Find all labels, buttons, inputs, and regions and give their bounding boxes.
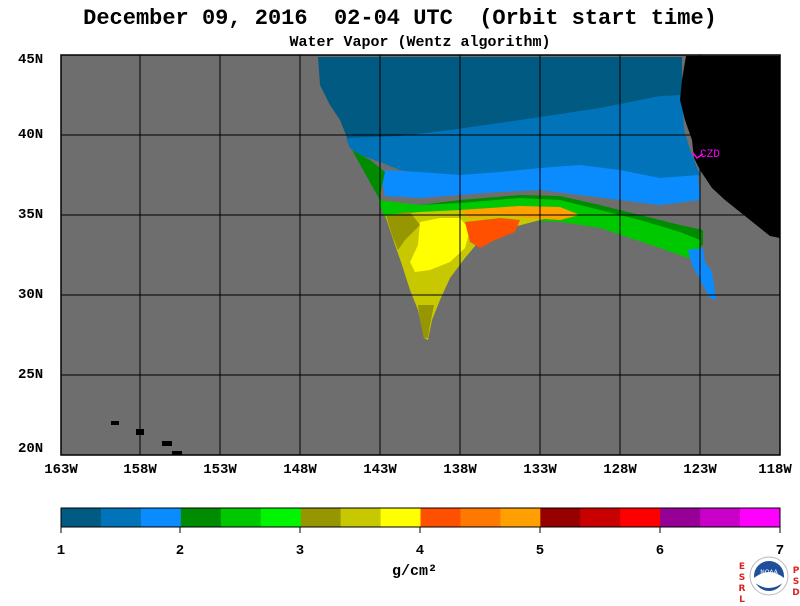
colorbar-swatch bbox=[700, 508, 741, 527]
swath-vapor-level-6-tail bbox=[418, 305, 434, 338]
colorbar-swatch bbox=[380, 508, 421, 527]
lon-label-128w: 128W bbox=[603, 462, 637, 478]
colorbar-swatch bbox=[340, 508, 382, 527]
colorbar-swatch bbox=[660, 508, 701, 527]
colorbar-swatch bbox=[220, 508, 262, 527]
colorbar-swatch bbox=[100, 508, 142, 527]
swath-vapor-level-8 bbox=[410, 218, 470, 272]
logo-letter: S bbox=[792, 577, 800, 587]
lon-label-123w: 123W bbox=[683, 462, 717, 478]
graticule bbox=[61, 55, 780, 455]
logo-right-letters: P S D bbox=[792, 566, 800, 599]
map-frame bbox=[60, 54, 781, 456]
colorbar-swatch bbox=[740, 508, 781, 527]
colorbar-ticks bbox=[60, 527, 781, 533]
swath-vapor-level-10 bbox=[460, 206, 580, 220]
logo-letter: D bbox=[792, 588, 800, 598]
lat-label-45n: 45N bbox=[18, 52, 44, 68]
lon-label-133w: 133W bbox=[523, 462, 557, 478]
colorbar-swatch bbox=[180, 508, 222, 527]
logo-letter: E bbox=[738, 562, 746, 572]
lat-label-20n: 20N bbox=[18, 441, 44, 457]
colorbar-swatch bbox=[620, 508, 661, 527]
lon-label-158w: 158W bbox=[123, 462, 157, 478]
noaa-logo-text: NOAA bbox=[760, 569, 778, 576]
lat-label-25n: 25N bbox=[18, 367, 44, 383]
colorbar-swatch bbox=[420, 508, 461, 527]
land-north-america bbox=[680, 56, 780, 238]
colorbar-label-2: 2 bbox=[175, 543, 185, 559]
station-label: CZD bbox=[700, 149, 720, 161]
colorbar-label-1: 1 bbox=[56, 543, 66, 559]
colorbar-unit-label: g/cm² bbox=[392, 563, 438, 580]
lon-label-138w: 138W bbox=[443, 462, 477, 478]
swath-vapor-level-9 bbox=[465, 218, 520, 248]
swath-vapor-level-6 bbox=[386, 212, 420, 250]
noaa-logo-icon: NOAA bbox=[749, 556, 789, 596]
colorbar-swatch bbox=[460, 508, 501, 527]
lon-label-143w: 143W bbox=[363, 462, 397, 478]
colorbar-label-4: 4 bbox=[415, 543, 425, 559]
colorbar-swatch bbox=[540, 508, 581, 527]
lat-label-30n: 30N bbox=[18, 287, 44, 303]
logo-letter: S bbox=[738, 573, 746, 583]
logo-letter: P bbox=[792, 566, 800, 576]
colorbar-swatch bbox=[140, 508, 182, 527]
lon-label-153w: 153W bbox=[203, 462, 237, 478]
lat-label-35n: 35N bbox=[18, 207, 44, 223]
lon-label-148w: 148W bbox=[283, 462, 317, 478]
logo-left-letters: E S R L bbox=[737, 562, 747, 606]
swath-vapor-level-2 bbox=[346, 95, 700, 180]
colorbar-label-5: 5 bbox=[535, 543, 545, 559]
map-title: December 09, 2016 02-04 UTC (Orbit start… bbox=[83, 6, 717, 31]
colorbar-label-7: 7 bbox=[775, 543, 785, 559]
map-subtitle: Water Vapor (Wentz algorithm) bbox=[289, 34, 551, 51]
colorbar-swatch bbox=[61, 508, 102, 527]
lon-label-163w: 163W bbox=[44, 462, 78, 478]
colorbar-swatch bbox=[500, 508, 541, 527]
logo-letter: L bbox=[739, 595, 745, 605]
swath-coastal-tail bbox=[688, 248, 716, 300]
swath-vapor-level-1 bbox=[318, 57, 682, 142]
lon-label-118w: 118W bbox=[758, 462, 792, 478]
colorbar-swatch bbox=[260, 508, 302, 527]
station-marker-icon bbox=[691, 151, 704, 159]
colorbar-label-3: 3 bbox=[295, 543, 305, 559]
logo-letter: R bbox=[738, 584, 746, 594]
colorbar-swatch bbox=[580, 508, 621, 527]
colorbar-swatch bbox=[300, 508, 342, 527]
colorbar bbox=[60, 507, 781, 528]
colorbar-label-6: 6 bbox=[655, 543, 665, 559]
lat-label-40n: 40N bbox=[18, 127, 44, 143]
